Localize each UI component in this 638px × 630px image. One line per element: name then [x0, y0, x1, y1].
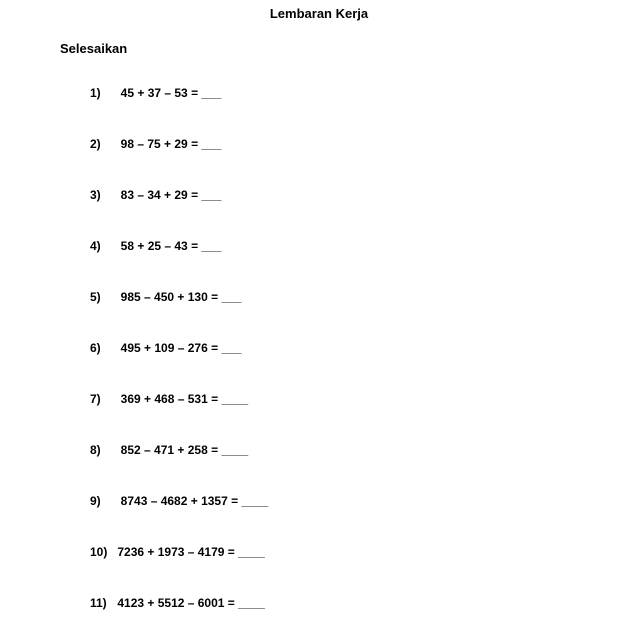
problem-row: 6) 495 + 109 – 276 = ___ [90, 341, 638, 355]
page-title: Lembaran Kerja [0, 6, 638, 21]
problem-expression: 369 + 468 – 531 = [121, 392, 218, 406]
problem-number: 7) [90, 392, 114, 406]
problem-list: 1) 45 + 37 – 53 = ___ 2) 98 – 75 + 29 = … [90, 86, 638, 610]
problem-row: 11) 4123 + 5512 – 6001 = ____ [90, 596, 638, 610]
problem-expression: 852 – 471 + 258 = [121, 443, 218, 457]
problem-number: 2) [90, 137, 114, 151]
problem-expression: 98 – 75 + 29 = [121, 137, 198, 151]
answer-blank[interactable]: ___ [221, 341, 241, 355]
instruction-label: Selesaikan [60, 41, 638, 56]
problem-expression: 8743 – 4682 + 1357 = [121, 494, 238, 508]
problem-row: 3) 83 – 34 + 29 = ___ [90, 188, 638, 202]
problem-row: 10) 7236 + 1973 – 4179 = ____ [90, 545, 638, 559]
answer-blank[interactable]: ___ [201, 239, 221, 253]
answer-blank[interactable]: ____ [241, 494, 268, 508]
problem-expression: 495 + 109 – 276 = [121, 341, 218, 355]
answer-blank[interactable]: ____ [238, 596, 265, 610]
problem-expression: 45 + 37 – 53 = [121, 86, 198, 100]
problem-expression: 7236 + 1973 – 4179 = [117, 545, 234, 559]
problem-row: 1) 45 + 37 – 53 = ___ [90, 86, 638, 100]
answer-blank[interactable]: ____ [221, 443, 248, 457]
problem-expression: 83 – 34 + 29 = [121, 188, 198, 202]
problem-number: 8) [90, 443, 114, 457]
problem-number: 4) [90, 239, 114, 253]
problem-number: 11) [90, 596, 114, 610]
problem-row: 5) 985 – 450 + 130 = ___ [90, 290, 638, 304]
problem-number: 3) [90, 188, 114, 202]
problem-number: 9) [90, 494, 114, 508]
answer-blank[interactable]: ___ [201, 86, 221, 100]
problem-expression: 985 – 450 + 130 = [121, 290, 218, 304]
answer-blank[interactable]: ___ [221, 290, 241, 304]
problem-expression: 4123 + 5512 – 6001 = [117, 596, 234, 610]
problem-row: 8) 852 – 471 + 258 = ____ [90, 443, 638, 457]
answer-blank[interactable]: ___ [201, 188, 221, 202]
answer-blank[interactable]: ___ [201, 137, 221, 151]
problem-number: 5) [90, 290, 114, 304]
problem-expression: 58 + 25 – 43 = [121, 239, 198, 253]
answer-blank[interactable]: ____ [221, 392, 248, 406]
problem-row: 7) 369 + 468 – 531 = ____ [90, 392, 638, 406]
problem-number: 10) [90, 545, 114, 559]
problem-row: 4) 58 + 25 – 43 = ___ [90, 239, 638, 253]
problem-number: 1) [90, 86, 114, 100]
answer-blank[interactable]: ____ [238, 545, 265, 559]
problem-row: 9) 8743 – 4682 + 1357 = ____ [90, 494, 638, 508]
problem-row: 2) 98 – 75 + 29 = ___ [90, 137, 638, 151]
problem-number: 6) [90, 341, 114, 355]
worksheet-page: Lembaran Kerja Selesaikan 1) 45 + 37 – 5… [0, 0, 638, 610]
